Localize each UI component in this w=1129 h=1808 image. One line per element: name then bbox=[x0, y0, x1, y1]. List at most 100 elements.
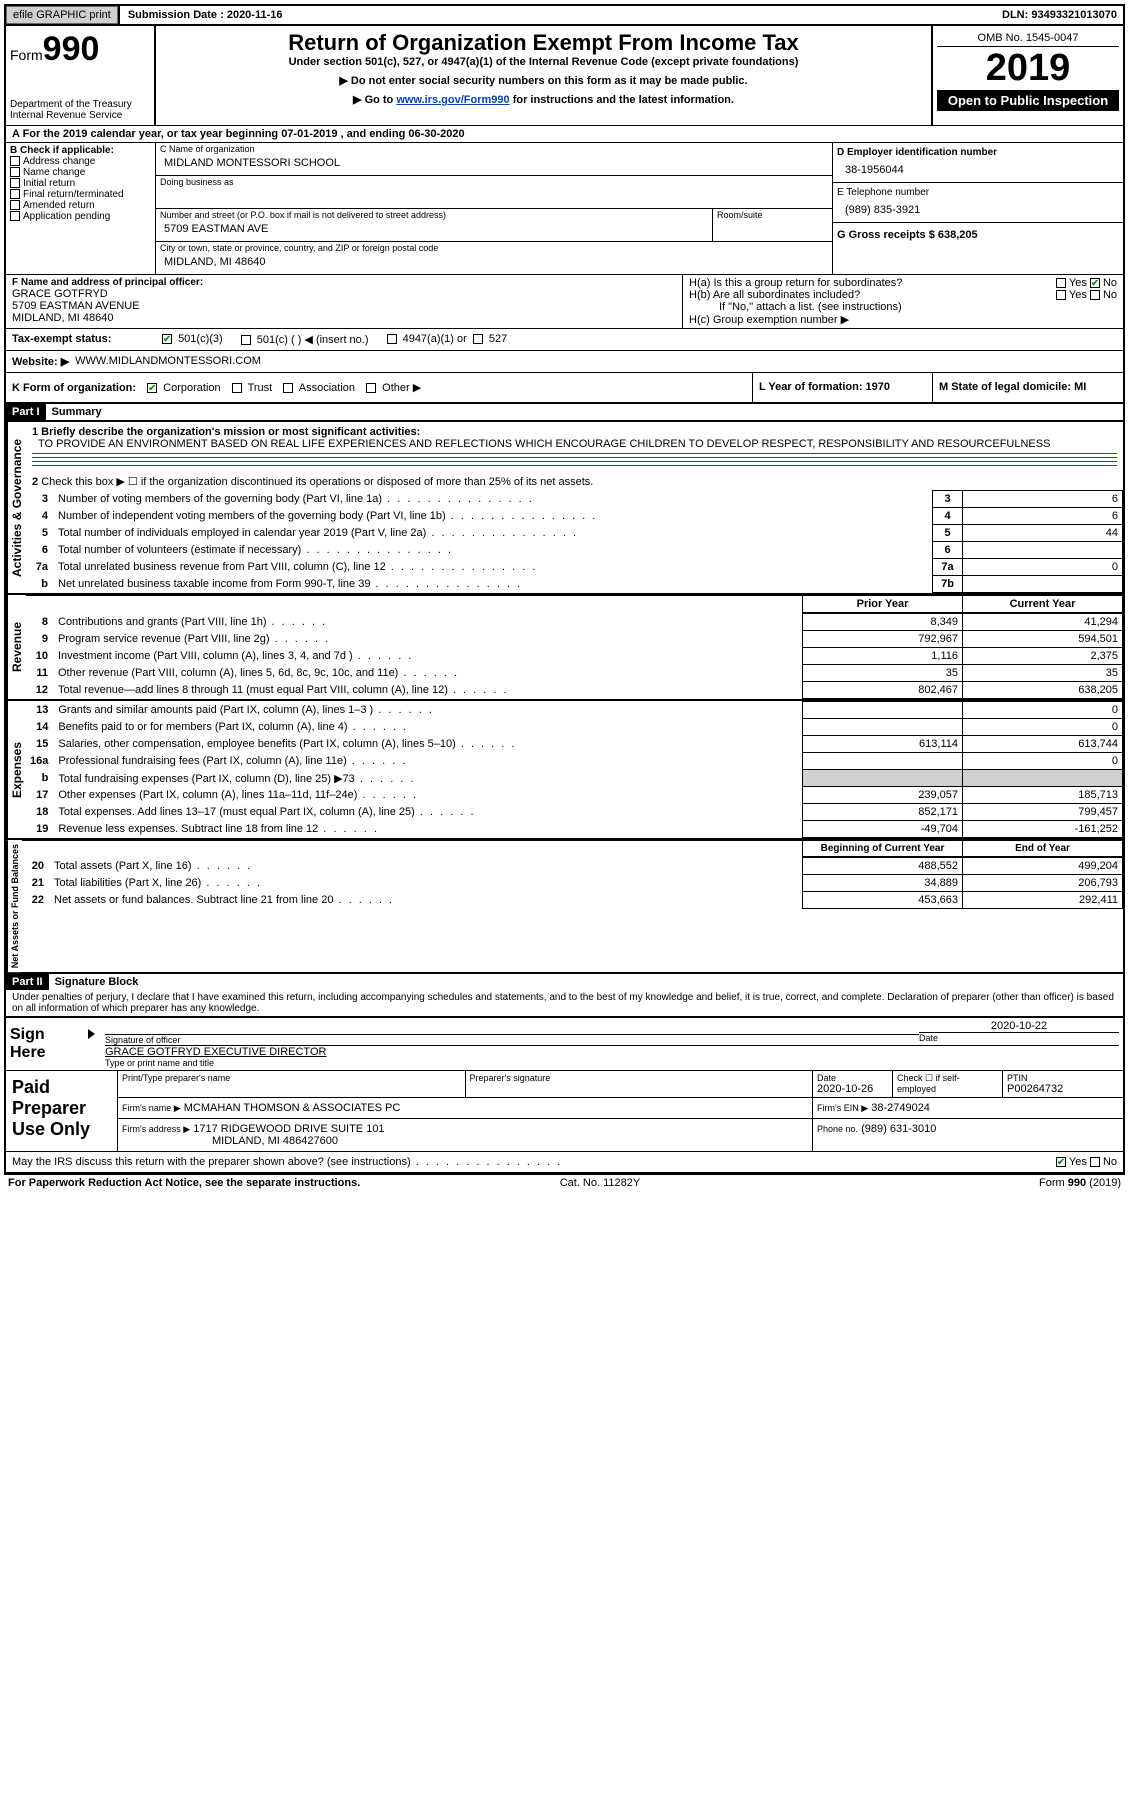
firm-name: MCMAHAN THOMSON & ASSOCIATES PC bbox=[184, 1102, 401, 1114]
form-frame: Form990 Department of the Treasury Inter… bbox=[4, 26, 1125, 1174]
line-text: Benefits paid to or for members (Part IX… bbox=[54, 719, 802, 736]
cb-501c[interactable] bbox=[241, 335, 251, 345]
curr-val: 799,457 bbox=[963, 804, 1123, 821]
ein-value: 38-1956044 bbox=[837, 158, 1119, 178]
efile-button[interactable]: efile GRAPHIC print bbox=[6, 6, 118, 24]
vlabel-na: Net Assets or Fund Balances bbox=[6, 840, 22, 972]
section-f: F Name and address of principal officer:… bbox=[6, 275, 683, 328]
line-val: 44 bbox=[963, 525, 1123, 542]
b-item-4: Amended return bbox=[23, 200, 95, 211]
sig-officer-label: Signature of officer bbox=[105, 1034, 919, 1045]
typed-label: Type or print name and title bbox=[105, 1058, 1119, 1068]
line-num: 17 bbox=[26, 787, 54, 804]
na-table: 20 Total assets (Part X, line 16) 488,55… bbox=[22, 857, 1123, 909]
line-text: Total unrelated business revenue from Pa… bbox=[54, 559, 933, 576]
vlabel-rev: Revenue bbox=[6, 595, 26, 699]
phone-value: (989) 835-3921 bbox=[837, 198, 1119, 218]
prior-val bbox=[803, 719, 963, 736]
ag-table: 3 Number of voting members of the govern… bbox=[26, 490, 1123, 593]
year-block: OMB No. 1545-0047 2019 Open to Public In… bbox=[933, 26, 1123, 125]
curr-val: 2,375 bbox=[963, 648, 1123, 665]
cb-527[interactable] bbox=[473, 334, 483, 344]
line-text: Other expenses (Part IX, column (A), lin… bbox=[54, 787, 802, 804]
cb-final-return[interactable] bbox=[10, 189, 20, 199]
h-note: If "No," attach a list. (see instruction… bbox=[689, 301, 1117, 313]
line-text: Number of independent voting members of … bbox=[54, 508, 933, 525]
prior-val: 453,663 bbox=[803, 892, 963, 909]
exp-table: 13 Grants and similar amounts paid (Part… bbox=[26, 701, 1123, 838]
line-text: Net unrelated business taxable income fr… bbox=[54, 576, 933, 593]
prep-ptin: PTIN P00264732 bbox=[1003, 1071, 1123, 1097]
prior-val: 613,114 bbox=[803, 736, 963, 753]
paid-preparer-label: Paid Preparer Use Only bbox=[6, 1071, 118, 1151]
dba-label: Doing business as bbox=[156, 176, 832, 188]
line-val: 6 bbox=[963, 508, 1123, 525]
officer-addr1: 5709 EASTMAN AVENUE bbox=[12, 300, 676, 312]
part-ii-tag: Part II bbox=[6, 974, 49, 990]
firm-ein: 38-2749024 bbox=[871, 1102, 930, 1114]
ptin-label: PTIN bbox=[1007, 1073, 1119, 1083]
discuss-no[interactable] bbox=[1090, 1157, 1100, 1167]
line-text: Total fundraising expenses (Part IX, col… bbox=[54, 770, 802, 787]
cb-association[interactable] bbox=[283, 383, 293, 393]
cb-application-pending[interactable] bbox=[10, 211, 20, 221]
form-number: 990 bbox=[43, 30, 100, 68]
col-end: End of Year bbox=[963, 841, 1123, 857]
city-label: City or town, state or province, country… bbox=[156, 242, 832, 254]
line-num: b bbox=[26, 770, 54, 787]
line-num: 4 bbox=[26, 508, 54, 525]
org-name: MIDLAND MONTESSORI SCHOOL bbox=[156, 155, 832, 175]
curr-val: 206,793 bbox=[963, 875, 1123, 892]
cb-name-change[interactable] bbox=[10, 167, 20, 177]
cb-other[interactable] bbox=[366, 383, 376, 393]
street-address: 5709 EASTMAN AVE bbox=[156, 221, 712, 241]
cb-initial-return[interactable] bbox=[10, 178, 20, 188]
discuss-yes[interactable] bbox=[1056, 1157, 1066, 1167]
form-label: Form bbox=[10, 47, 43, 63]
cb-trust[interactable] bbox=[232, 383, 242, 393]
subtitle-1: Under section 501(c), 527, or 4947(a)(1)… bbox=[160, 56, 927, 68]
ha-no[interactable] bbox=[1090, 278, 1100, 288]
cb-501c3[interactable] bbox=[162, 334, 172, 344]
line-box: 7b bbox=[933, 576, 963, 593]
cb-amended[interactable] bbox=[10, 200, 20, 210]
rev-table: 8 Contributions and grants (Part VIII, l… bbox=[26, 613, 1123, 699]
l-year: L Year of formation: 1970 bbox=[753, 373, 933, 402]
i-opt-2: 4947(a)(1) or bbox=[403, 333, 467, 345]
line-num: 8 bbox=[26, 614, 54, 631]
ha-yes[interactable] bbox=[1056, 278, 1066, 288]
line-val: 0 bbox=[963, 559, 1123, 576]
instructions-link[interactable]: www.irs.gov/Form990 bbox=[396, 94, 509, 106]
hb-no[interactable] bbox=[1090, 290, 1100, 300]
cb-corporation[interactable] bbox=[147, 383, 157, 393]
line-text: Number of voting members of the governin… bbox=[54, 491, 933, 508]
sig-date-val: 2020-10-22 bbox=[919, 1020, 1119, 1032]
line-num: 21 bbox=[22, 875, 50, 892]
cb-address-change[interactable] bbox=[10, 156, 20, 166]
curr-val: 0 bbox=[963, 719, 1123, 736]
line-num: 12 bbox=[26, 682, 54, 699]
website-value: WWW.MIDLANDMONTESSORI.COM bbox=[75, 355, 261, 368]
g-label: G Gross receipts $ 638,205 bbox=[837, 229, 978, 241]
prior-val: 35 bbox=[803, 665, 963, 682]
perjury-text: Under penalties of perjury, I declare th… bbox=[6, 990, 1123, 1016]
sign-here-label: Sign Here bbox=[6, 1018, 81, 1070]
hc-label: H(c) Group exemption number ▶ bbox=[689, 313, 1117, 326]
k-opt-0: Corporation bbox=[163, 382, 220, 394]
cb-4947[interactable] bbox=[387, 334, 397, 344]
line-num: b bbox=[26, 576, 54, 593]
expenses-block: Expenses 13 Grants and similar amounts p… bbox=[6, 699, 1123, 838]
line-val bbox=[963, 542, 1123, 559]
discuss-no-text: No bbox=[1103, 1156, 1117, 1168]
f-label: F Name and address of principal officer: bbox=[12, 277, 676, 288]
i-label: Tax-exempt status: bbox=[12, 333, 162, 346]
line1-label: 1 Briefly describe the organization's mi… bbox=[32, 426, 1117, 438]
curr-val: 292,411 bbox=[963, 892, 1123, 909]
curr-val: -161,252 bbox=[963, 821, 1123, 838]
firm-ein-label: Firm's EIN ▶ bbox=[817, 1103, 868, 1113]
room-label: Room/suite bbox=[713, 209, 832, 221]
net-assets-block: Net Assets or Fund Balances Beginning of… bbox=[6, 838, 1123, 972]
dept-label: Department of the Treasury bbox=[10, 99, 150, 110]
hb-yes[interactable] bbox=[1056, 290, 1066, 300]
line-num: 19 bbox=[26, 821, 54, 838]
